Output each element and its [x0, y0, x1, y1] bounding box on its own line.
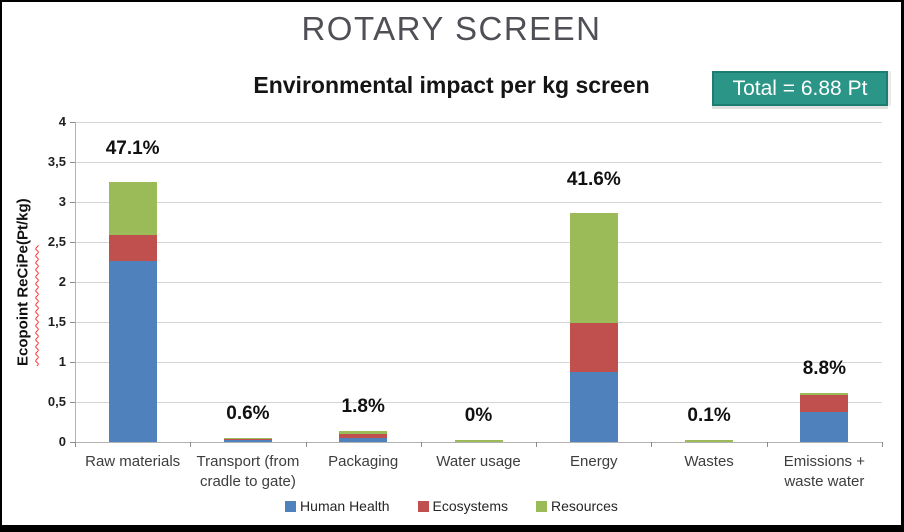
percent-label: 8.8% [802, 358, 846, 379]
gridline [75, 322, 882, 323]
y-tick [70, 162, 75, 163]
bar-segment-resources [800, 393, 849, 395]
y-tick-label: 1,5 [47, 314, 66, 329]
x-tick [305, 442, 307, 447]
y-tick [70, 322, 75, 323]
legend-item-ecosystems: Ecosystems [417, 498, 509, 514]
y-tick [70, 362, 75, 363]
category-label: Water usage [436, 453, 521, 470]
legend: Human Health Ecosystems Resources [2, 498, 901, 514]
category-label: Packaging [328, 453, 399, 470]
y-tick [70, 402, 75, 403]
gridline [75, 282, 882, 283]
y-axis-title-text: Ecopoint ReCiPe [14, 244, 32, 366]
y-tick [70, 202, 75, 203]
percent-label: 0.6% [226, 403, 270, 424]
y-tick-label: 3 [58, 194, 66, 209]
bar-segment-resources [569, 213, 618, 323]
y-tick-label: 3,5 [47, 154, 66, 169]
y-tick-label: 0,5 [47, 394, 66, 409]
legend-label: Human Health [300, 498, 390, 514]
gridline [75, 162, 882, 163]
x-tick [882, 442, 883, 447]
y-tick-label: 1 [58, 354, 66, 369]
bar-segment-ecosystems [339, 434, 388, 438]
bar-segment-ecosystems [569, 323, 618, 372]
bar-segment-ecosystems [800, 395, 849, 412]
bar-segment-resources [454, 440, 503, 442]
legend-item-resources: Resources [536, 498, 618, 514]
category-label: Emissions + waste water [783, 453, 865, 490]
legend-item-human-health: Human Health [285, 498, 390, 514]
x-tick [190, 442, 192, 447]
x-tick [75, 442, 76, 447]
gridline [75, 122, 882, 123]
percent-label: 47.1% [105, 138, 160, 159]
bar-segment-resources [685, 440, 734, 442]
bar-segment-resources [223, 438, 272, 439]
legend-label: Ecosystems [432, 498, 509, 514]
bar-segment-ecosystems [108, 235, 157, 261]
x-tick [766, 442, 768, 447]
y-tick [70, 442, 75, 443]
bar-segment-human-health [223, 440, 272, 442]
percent-label: 0% [464, 405, 493, 426]
bar-segment-human-health [339, 438, 388, 442]
x-tick [536, 442, 538, 447]
bar-segment-human-health [108, 261, 157, 442]
x-tick [420, 442, 422, 447]
legend-swatch [285, 500, 297, 512]
y-tick-label: 0 [58, 434, 66, 449]
bar-segment-human-health [569, 372, 618, 442]
y-tick [70, 242, 75, 243]
legend-label: Resources [551, 498, 618, 514]
x-tick [651, 442, 653, 447]
gridline [75, 202, 882, 203]
category-label: Energy [570, 453, 618, 470]
percent-label: 0.1% [687, 405, 731, 426]
bar-segment-human-health [800, 412, 849, 442]
percent-label: 1.8% [341, 396, 385, 417]
gridline [75, 242, 882, 243]
gridline [75, 402, 882, 403]
bar-segment-ecosystems [223, 439, 272, 440]
category-label: Wastes [684, 453, 734, 470]
bar-segment-resources [339, 431, 388, 434]
gridline [75, 362, 882, 363]
legend-swatch [417, 500, 429, 512]
total-badge-text: Total = 6.88 Pt [732, 76, 868, 100]
bar-segment-resources [108, 182, 157, 235]
page-title: ROTARY SCREEN [301, 10, 602, 47]
y-tick-label: 2 [58, 274, 66, 289]
category-label: Transport (from cradle to gate) [196, 453, 300, 490]
category-label: Raw materials [85, 453, 181, 470]
y-tick [70, 122, 75, 123]
y-tick [70, 282, 75, 283]
y-tick-label: 4 [58, 114, 66, 129]
legend-swatch [536, 500, 548, 512]
total-badge: Total = 6.88 Pt [712, 71, 888, 106]
y-axis-line [75, 122, 76, 443]
chart-title: Environmental impact per kg screen [253, 72, 650, 98]
x-axis-line [75, 442, 882, 443]
percent-label: 41.6% [566, 169, 621, 190]
y-tick-label: 2,5 [47, 234, 66, 249]
